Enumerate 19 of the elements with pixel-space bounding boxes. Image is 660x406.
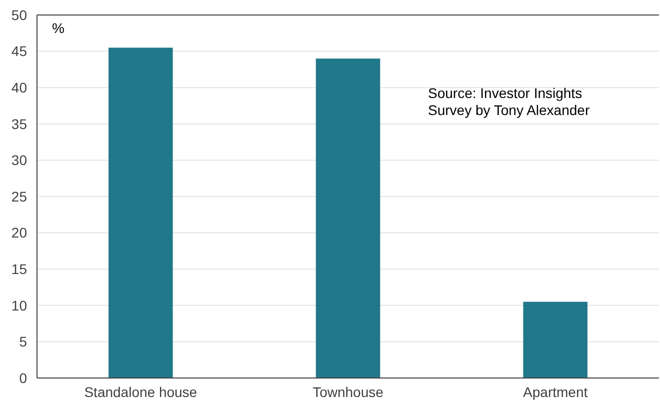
y-tick-label: 25 — [11, 188, 28, 204]
y-tick-label: 15 — [11, 261, 28, 277]
y-tick-label: 20 — [11, 224, 28, 241]
bar — [523, 302, 588, 378]
y-tick-label: 10 — [11, 297, 28, 314]
y-tick-label: 35 — [11, 116, 28, 132]
y-tick-label: 50 — [11, 6, 28, 23]
y-axis-title: % — [52, 20, 64, 36]
y-tick-label: 40 — [11, 80, 28, 96]
y-tick-label: 0 — [19, 370, 28, 386]
bar — [316, 58, 380, 378]
bar — [108, 48, 173, 378]
y-tick-label: 30 — [11, 152, 28, 168]
y-tick-label: 5 — [19, 334, 28, 350]
annotation: Source: Investor Insights Survey by Tony Alexander — [428, 85, 590, 118]
x-tick-label: Apartment — [523, 384, 588, 400]
x-tick-label: Standalone house — [84, 384, 198, 400]
y-tick-label: 45 — [11, 43, 28, 60]
x-tick-label: Townhouse — [312, 384, 384, 400]
